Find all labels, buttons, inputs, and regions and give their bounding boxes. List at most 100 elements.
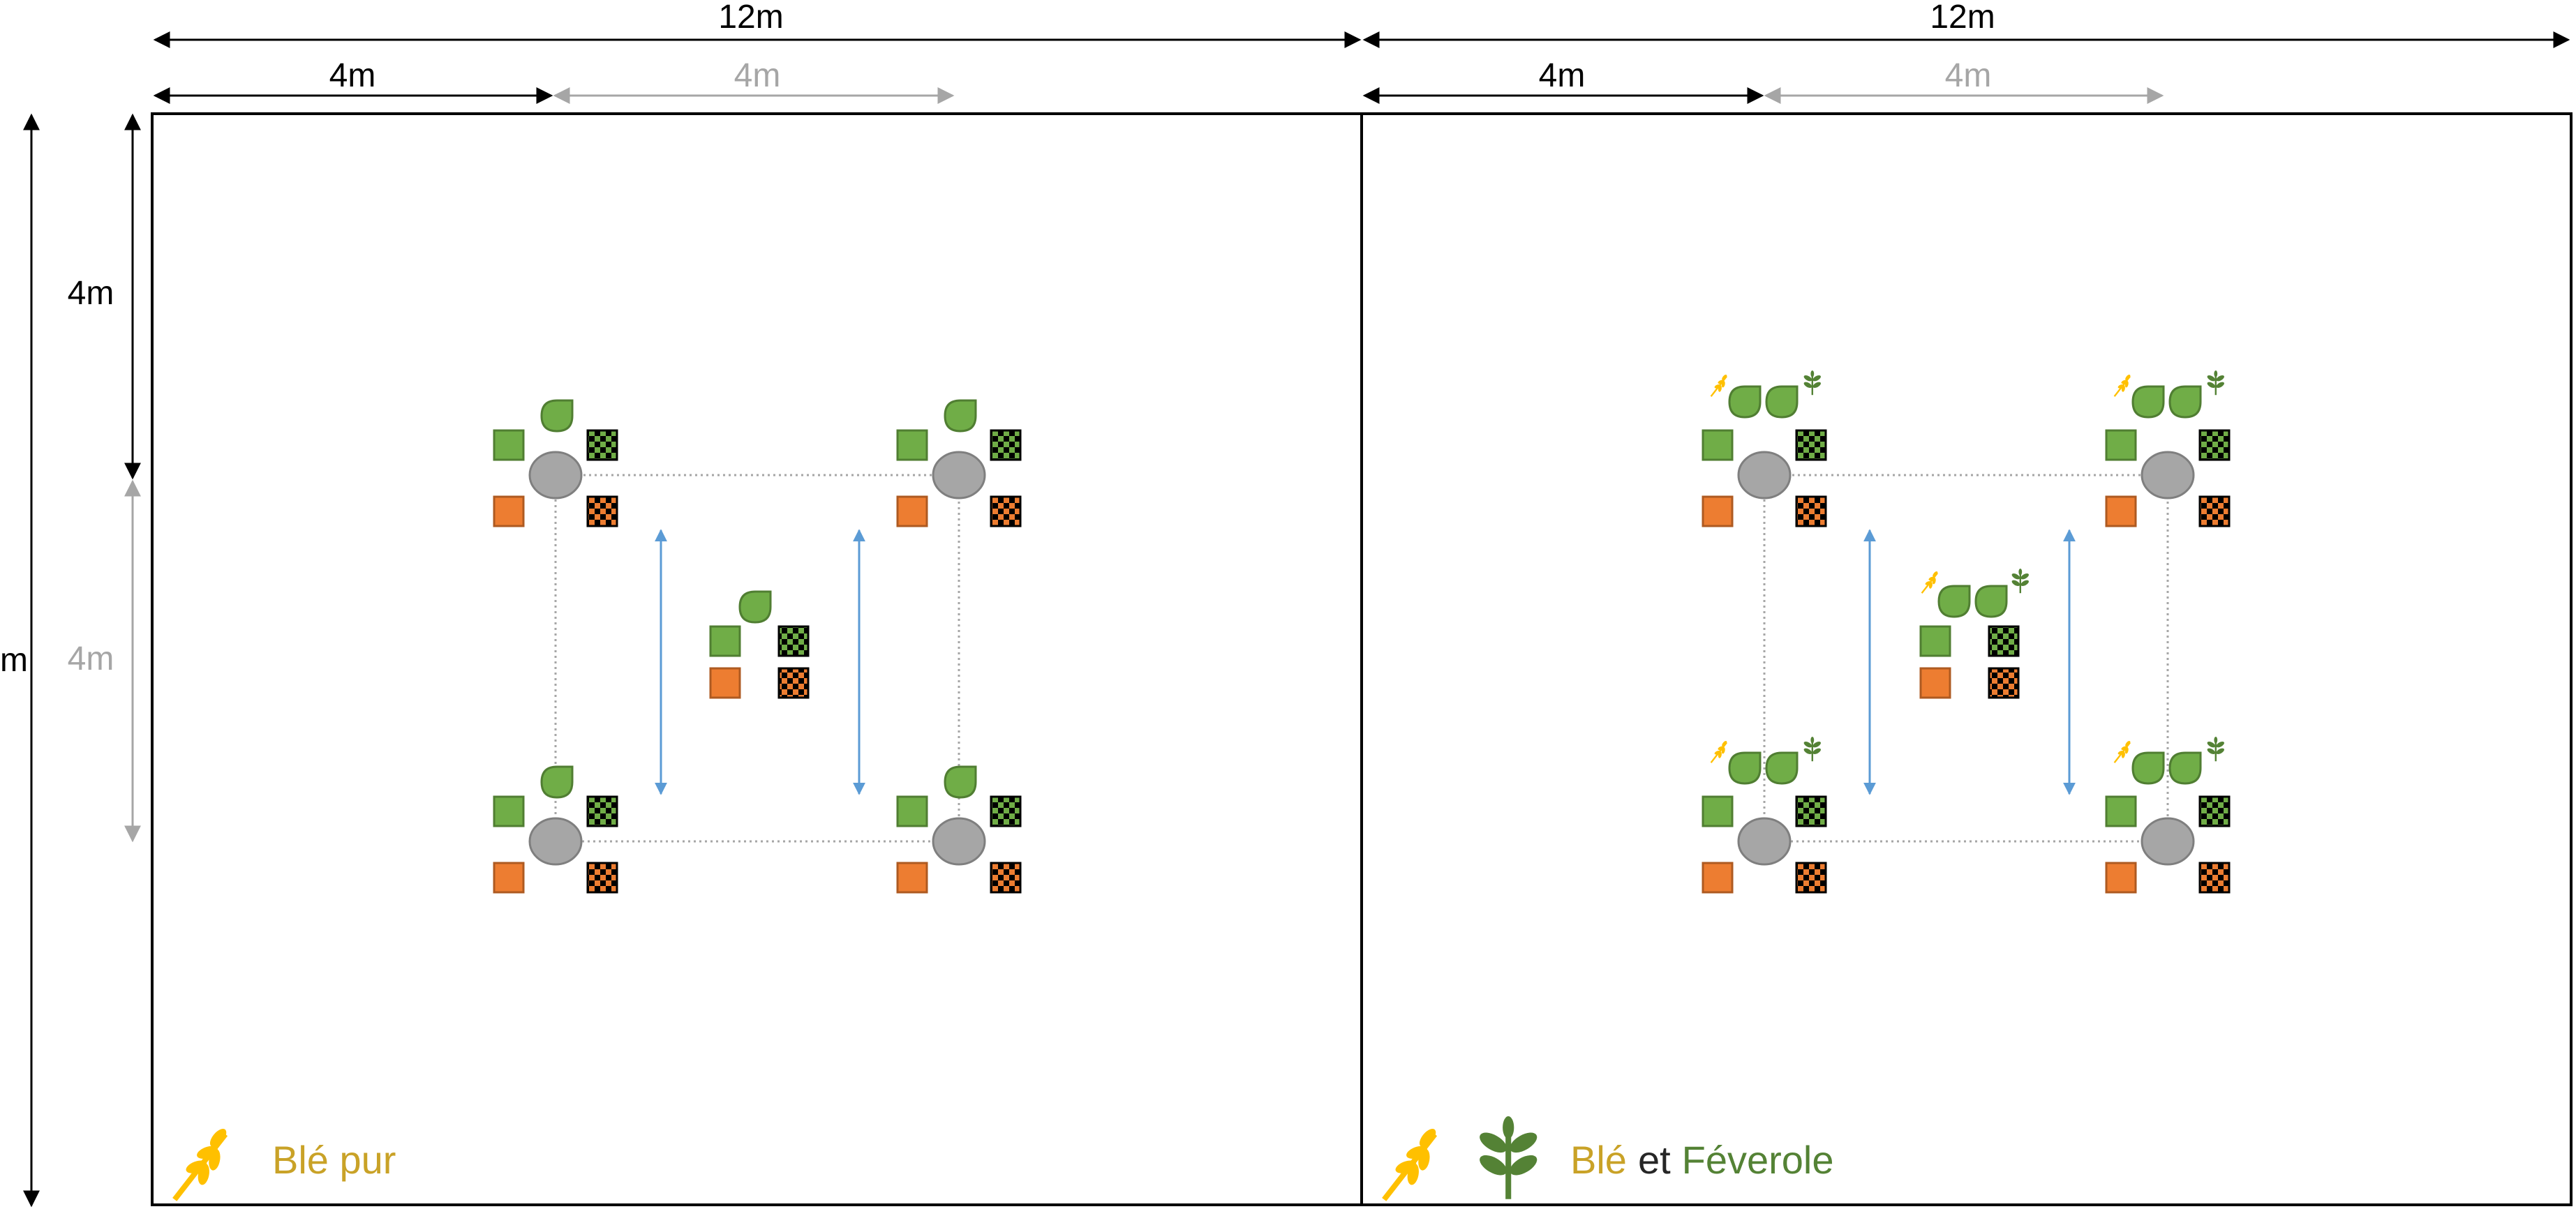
orange-square-icon: [493, 862, 525, 894]
wheat-icon: [2113, 739, 2132, 764]
leaf-icon: [2131, 385, 2165, 419]
plot-ble-feverole-border: [1360, 112, 2573, 1206]
legend-feverole-word: Féverole: [1682, 1138, 1834, 1182]
checker-green-icon: [2198, 795, 2231, 827]
leaf-icon: [2131, 751, 2165, 785]
sampling-frame: [554, 474, 960, 843]
checker-green-icon: [586, 795, 618, 827]
dim-label-4m-vertical-black: 4m: [68, 275, 114, 312]
checker-orange-icon: [2198, 495, 2231, 527]
leaf-icon: [2168, 385, 2202, 419]
orange-square-icon: [493, 495, 525, 527]
top-dimensions: 12m 12m 4m 4m 4m 4m: [153, 0, 2570, 104]
leaf-icon: [944, 765, 977, 799]
orange-square-icon: [896, 495, 928, 527]
wheat-icon: [2113, 373, 2132, 398]
legend-ble-feverole: Blé et Féverole: [1384, 1116, 1834, 1199]
wheat-icon: [1384, 1126, 1438, 1199]
checker-green-icon: [1988, 625, 2020, 657]
pole-circle-icon: [1737, 817, 1792, 866]
dim-label-4m-right-black: 4m: [1539, 57, 1586, 94]
legend-ble-pur-label: Blé pur: [272, 1138, 396, 1182]
orange-square-icon: [2105, 495, 2137, 527]
orange-square-icon: [2105, 862, 2137, 894]
bean-sprout-icon: [1476, 1116, 1540, 1199]
checker-orange-icon: [1988, 667, 2020, 699]
leaf-icon: [1937, 585, 1971, 618]
checker-orange-icon: [1795, 495, 1827, 527]
leaf-icon: [738, 590, 772, 624]
bean-sprout-icon: [2205, 735, 2226, 763]
legend-et-word: et: [1638, 1138, 1671, 1182]
leaf-icon: [1765, 385, 1799, 419]
sampling-station: [2105, 735, 2231, 894]
orange-square-icon: [896, 862, 928, 894]
checker-green-icon: [990, 795, 1022, 827]
plot-ble-pur: [493, 399, 1022, 894]
green-square-icon: [1919, 625, 1951, 657]
checker-green-icon: [1795, 795, 1827, 827]
green-square-icon: [896, 429, 928, 461]
sampling-station: [896, 399, 1022, 527]
sampling-station: [2105, 369, 2231, 527]
wheat-icon: [1710, 739, 1729, 764]
checker-green-icon: [990, 429, 1022, 461]
legend-ble-word: Blé: [1570, 1138, 1627, 1182]
dim-label-4m-left-gray: 4m: [734, 57, 781, 94]
pole-circle-icon: [528, 817, 583, 866]
green-square-icon: [896, 795, 928, 827]
checker-orange-icon: [990, 495, 1022, 527]
orange-square-icon: [1919, 667, 1951, 699]
leaf-icon: [944, 399, 977, 433]
left-dimensions: m 4m 4m: [0, 113, 141, 1208]
leaf-icon: [1765, 751, 1799, 785]
leaf-icon: [1728, 385, 1762, 419]
center-sampling-cluster: [709, 590, 810, 699]
checker-orange-icon: [586, 862, 618, 894]
checker-orange-icon: [586, 495, 618, 527]
pole-circle-icon: [1737, 451, 1792, 500]
wheat-icon: [1921, 569, 1940, 594]
checker-green-icon: [1795, 429, 1827, 461]
checker-orange-icon: [777, 667, 810, 699]
pole-circle-icon: [528, 451, 583, 500]
orange-square-icon: [709, 667, 741, 699]
plot-ble-pur-border: [151, 112, 1363, 1206]
leaf-icon: [540, 765, 574, 799]
bean-sprout-icon: [1802, 735, 1823, 763]
checker-green-icon: [586, 429, 618, 461]
pole-circle-icon: [932, 451, 986, 500]
pole-circle-icon: [2141, 451, 2195, 500]
leaf-icon: [2168, 751, 2202, 785]
green-square-icon: [1702, 429, 1734, 461]
sampling-station: [896, 765, 1022, 894]
wheat-icon: [174, 1126, 229, 1199]
green-square-icon: [493, 795, 525, 827]
legend-ble-pur: Blé pur: [174, 1126, 396, 1199]
sampling-station: [1702, 369, 1827, 527]
orange-square-icon: [1702, 495, 1734, 527]
pole-circle-icon: [932, 817, 986, 866]
sampling-station: [493, 765, 618, 894]
leaf-icon: [1974, 585, 2008, 618]
bean-sprout-icon: [2010, 567, 2031, 594]
sampling-frame: [1763, 474, 2169, 843]
sampling-station: [493, 399, 618, 527]
green-square-icon: [2105, 429, 2137, 461]
dim-label-4m-right-gray: 4m: [1945, 57, 1992, 94]
dim-label-4m-vertical-gray: 4m: [68, 640, 114, 677]
legend-ble-feverole-label: Blé et Féverole: [1570, 1138, 1834, 1182]
orange-square-icon: [1702, 862, 1734, 894]
checker-orange-icon: [2198, 862, 2231, 894]
sampling-station: [1702, 735, 1827, 894]
bean-sprout-icon: [1802, 369, 1823, 396]
center-sampling-cluster: [1919, 567, 2031, 699]
wheat-icon: [1710, 373, 1729, 398]
checker-orange-icon: [990, 862, 1022, 894]
dim-label-4m-left-black: 4m: [329, 57, 376, 94]
plot-ble-feverole: [1702, 369, 2231, 894]
green-square-icon: [493, 429, 525, 461]
green-square-icon: [2105, 795, 2137, 827]
dim-label-12m-right: 12m: [1930, 0, 1995, 36]
